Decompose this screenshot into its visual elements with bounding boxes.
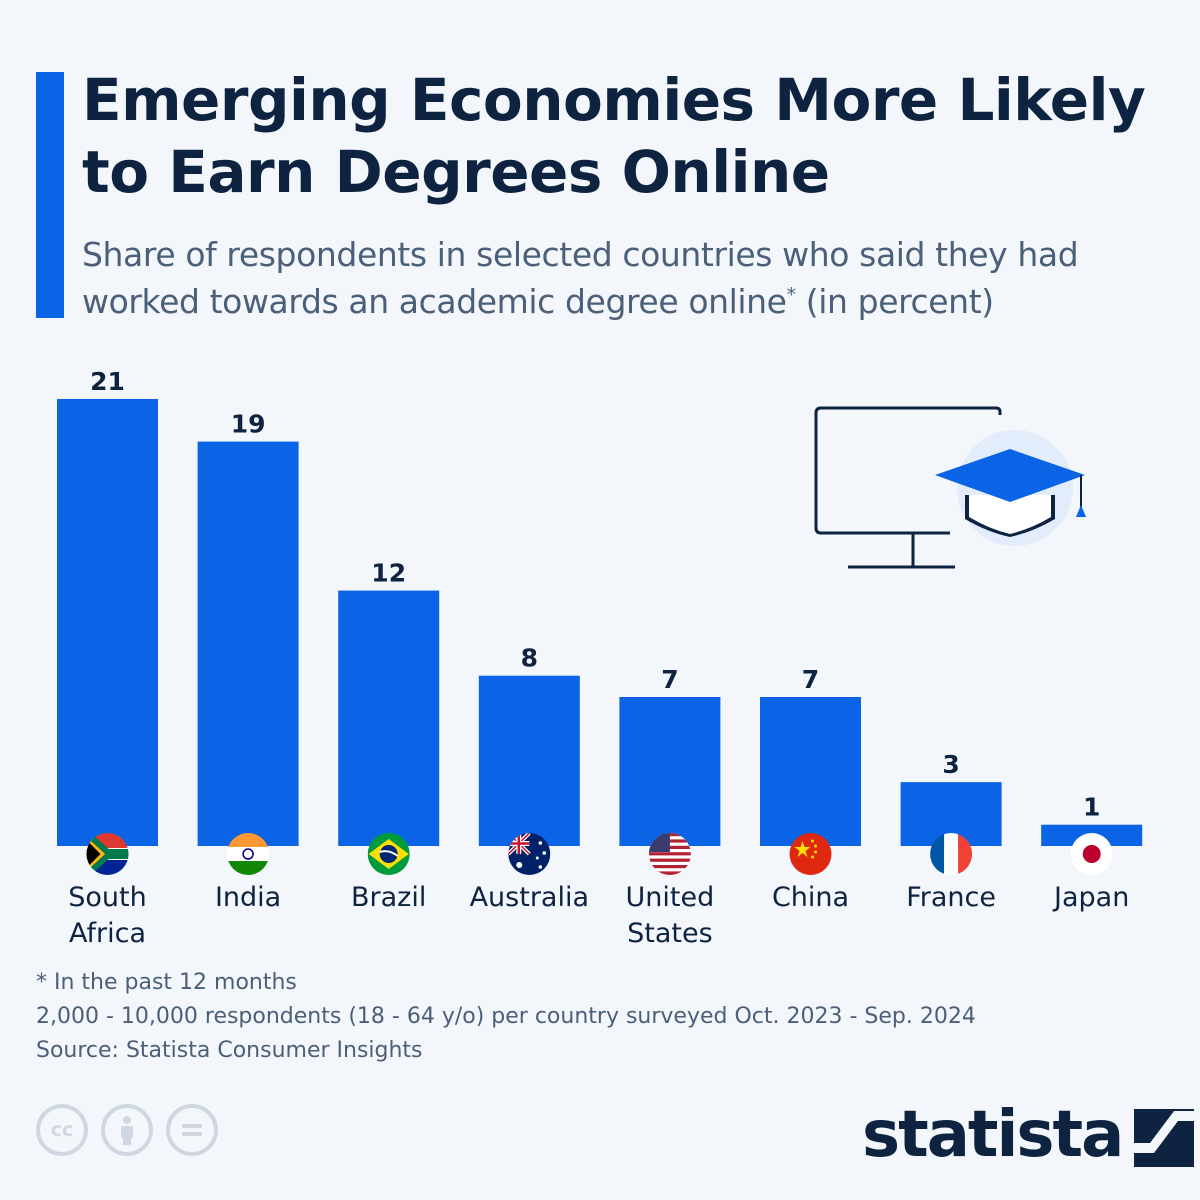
value-label-south-africa: 21 <box>90 367 125 396</box>
online-degree-illustration <box>814 406 1086 569</box>
no-derivatives-icon[interactable] <box>166 1104 218 1156</box>
creative-commons-icon[interactable]: cc <box>36 1104 88 1156</box>
subtitle-footnote-marker: * <box>786 284 797 306</box>
footnote-sample: 2,000 - 10,000 respondents (18 - 64 y/o)… <box>36 1004 976 1029</box>
category-label-australia: Australia <box>470 882 589 913</box>
monitor-icon <box>814 406 1002 569</box>
value-label-brazil: 12 <box>371 559 406 588</box>
united-states-flag-icon <box>648 833 691 875</box>
value-label-india: 19 <box>231 410 266 439</box>
category-label-india: India <box>215 882 281 913</box>
bar-south-africa <box>57 399 158 846</box>
france-flag-icon <box>930 833 973 875</box>
subtitle-text: Share of respondents in selected countri… <box>82 235 1079 321</box>
graduation-cap-icon <box>935 449 1086 537</box>
chart-subtitle: Share of respondents in selected countri… <box>82 231 1182 325</box>
category-label-south-africa: South Africa <box>68 882 146 949</box>
statista-brand[interactable]: statista <box>862 1095 1195 1175</box>
south-africa-flag-icon <box>86 833 129 875</box>
value-label-china: 7 <box>802 665 819 694</box>
value-label-australia: 8 <box>521 644 538 673</box>
category-label-france: France <box>906 882 996 913</box>
category-label-japan: Japan <box>1052 882 1129 913</box>
japan-flag-icon <box>1070 833 1113 875</box>
license-icons: cc <box>36 1104 218 1156</box>
chart-title: Emerging Economies More Likely to Earn D… <box>82 66 1146 206</box>
bar-united-states <box>619 697 721 846</box>
category-label-united-states: United States <box>626 882 715 949</box>
bar-india <box>197 441 299 846</box>
brand-name: statista <box>862 1098 1124 1172</box>
value-label-france: 3 <box>942 750 959 779</box>
value-label-japan: 1 <box>1083 793 1100 822</box>
value-label-united-states: 7 <box>661 665 678 694</box>
brazil-flag-icon <box>367 833 410 875</box>
statista-logo-icon <box>1134 1109 1195 1167</box>
india-flag-icon <box>227 833 270 875</box>
footnote-asterisk: * In the past 12 months <box>36 970 297 995</box>
bar-china <box>760 697 861 846</box>
accent-bar <box>36 72 64 318</box>
category-label-china: China <box>772 882 849 913</box>
china-flag-icon <box>789 833 832 875</box>
category-label-brazil: Brazil <box>351 882 426 913</box>
subtitle-unit: (in percent) <box>795 282 994 321</box>
bar-chart: 21 19 12 8 7 7 3 1 <box>57 367 1143 949</box>
attribution-icon[interactable] <box>101 1104 153 1156</box>
australia-flag-icon <box>508 833 551 875</box>
bar-brazil <box>338 590 440 846</box>
footnotes: * In the past 12 months 2,000 - 10,000 r… <box>36 966 1136 1068</box>
source-note: Source: Statista Consumer Insights <box>36 1038 423 1063</box>
bar-australia <box>478 675 580 846</box>
